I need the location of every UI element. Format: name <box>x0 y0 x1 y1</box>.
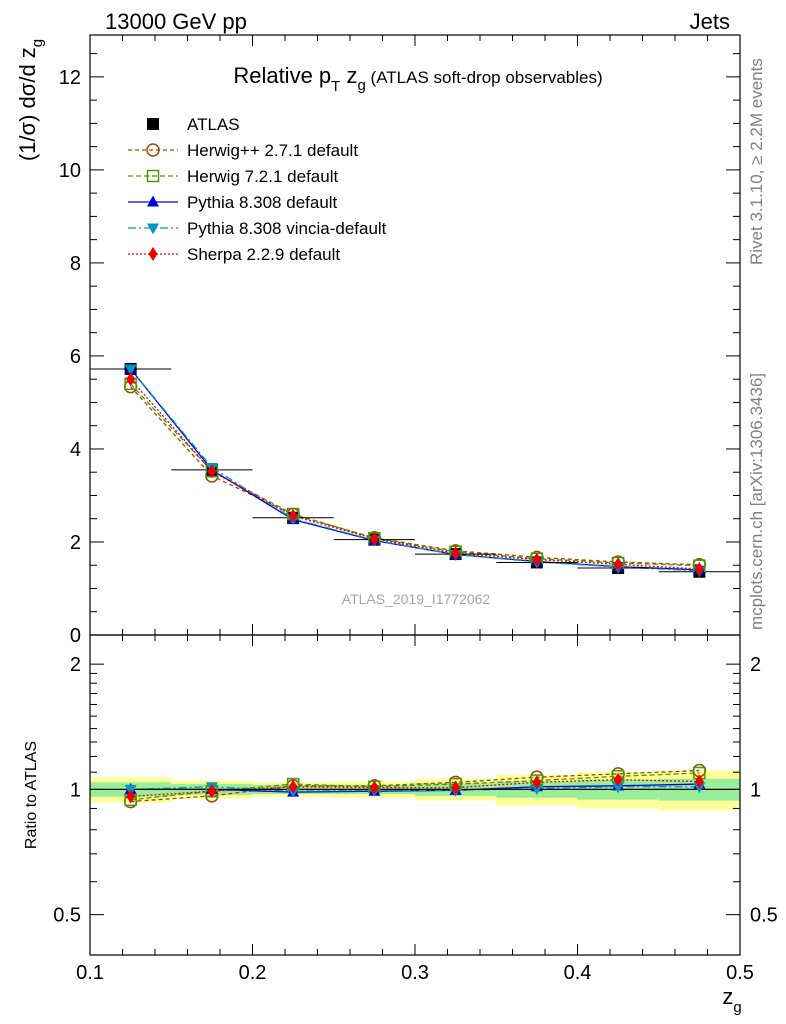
main-point-s4-1 <box>207 464 217 479</box>
ratio-y-axis-label: Ratio to ATLAS <box>23 741 40 849</box>
x-axis-label: zg <box>722 984 741 1016</box>
legend-marker-1 <box>146 169 160 183</box>
ratio-point-s4-4 <box>451 780 461 795</box>
ratio-y-tick-label: 1 <box>70 779 81 801</box>
main-line-series-3 <box>130 368 700 572</box>
main-line-series-4 <box>130 378 700 570</box>
ratio-point-s4-1 <box>207 784 217 799</box>
main-y-tick-label: 4 <box>70 439 81 461</box>
legend-marker-4 <box>148 247 158 261</box>
main-point-s4-7 <box>694 561 704 576</box>
legend-label-0: Herwig++ 2.7.1 default <box>187 141 358 160</box>
main-point-s4-0 <box>126 372 136 387</box>
main-series-lines <box>130 368 700 572</box>
ratio-point-s4-0 <box>126 789 136 804</box>
legend-marker-3 <box>147 223 159 235</box>
main-line-series-0 <box>130 386 700 566</box>
main-point-s4-3 <box>369 531 379 546</box>
main-point-s3-0 <box>124 364 137 376</box>
analysis-watermark: ATLAS_2019_I1772062 <box>342 591 491 607</box>
process-label: Jets <box>690 9 730 34</box>
ratio-series-lines <box>90 769 740 803</box>
legend-label-4: Sherpa 2.2.9 default <box>187 245 340 264</box>
legend-marker-2 <box>147 195 159 207</box>
ratio-series-markers <box>123 763 707 809</box>
legend-label-data: ATLAS <box>187 115 240 134</box>
main-point-s4-4 <box>451 546 461 561</box>
main-y-tick-label: 0 <box>70 625 81 647</box>
legend-label-1: Herwig 7.2.1 default <box>187 167 338 186</box>
mcplots-label: mcplots.cern.ch [arXiv:1306.3436] <box>747 373 766 630</box>
ratio-y-tick-label: 2 <box>70 654 81 676</box>
x-tick-label: 0.2 <box>239 962 267 984</box>
ratio-line-series-1 <box>130 772 700 801</box>
main-point-s4-6 <box>613 557 623 572</box>
ratio-line-series-4 <box>130 779 700 798</box>
rivet-label: Rivet 3.1.10, ≥ 2.2M events <box>747 58 766 265</box>
energy-label: 13000 GeV pp <box>105 9 247 34</box>
x-tick-label: 0.4 <box>564 962 592 984</box>
legend-marker-0 <box>146 143 160 157</box>
main-y-tick-label: 8 <box>70 253 81 275</box>
ratio-point-s3-6 <box>612 782 625 794</box>
main-y-tick-label: 12 <box>59 67 81 89</box>
legend-label-3: Pythia 8.308 vincia-default <box>187 219 387 238</box>
legend: ATLAS Herwig++ 2.7.1 default Herwig 7.2.1 … <box>128 115 387 264</box>
ratio-y-tick-label-right: 0.5 <box>750 905 778 927</box>
legend-marker-data <box>147 118 159 130</box>
legend-label-2: Pythia 8.308 default <box>187 193 338 212</box>
ratio-point-s4-3 <box>369 780 379 795</box>
main-point-s4-5 <box>532 552 542 567</box>
ratio-point-s4-2 <box>288 779 298 794</box>
ratio-point-s4-7 <box>694 774 704 789</box>
ratio-point-s4-5 <box>532 775 542 790</box>
ratio-y-tick-label-right: 2 <box>750 654 761 676</box>
main-y-tick-label: 10 <box>59 160 81 182</box>
main-y-tick-label: 2 <box>70 532 81 554</box>
main-y-tick-label: 6 <box>70 346 81 368</box>
main-series-markers <box>90 362 740 578</box>
x-tick-label: 0.3 <box>401 962 429 984</box>
main-y-axis-label: (1/σ) dσ/d zg <box>15 39 46 161</box>
main-line-series-1 <box>130 383 700 567</box>
ratio-y-tick-label-right: 1 <box>750 779 761 801</box>
main-title: Relative pT zg (ATLAS soft-drop observab… <box>233 63 602 95</box>
ratio-point-s3-5 <box>530 784 543 796</box>
main-point-s4-2 <box>288 508 298 523</box>
x-tick-label: 0.1 <box>76 962 104 984</box>
ratio-y-tick-label: 0.5 <box>53 905 81 927</box>
ratio-line-series-3 <box>130 786 700 792</box>
ratio-point-s4-6 <box>613 772 623 787</box>
x-tick-label: 0.5 <box>726 962 754 984</box>
